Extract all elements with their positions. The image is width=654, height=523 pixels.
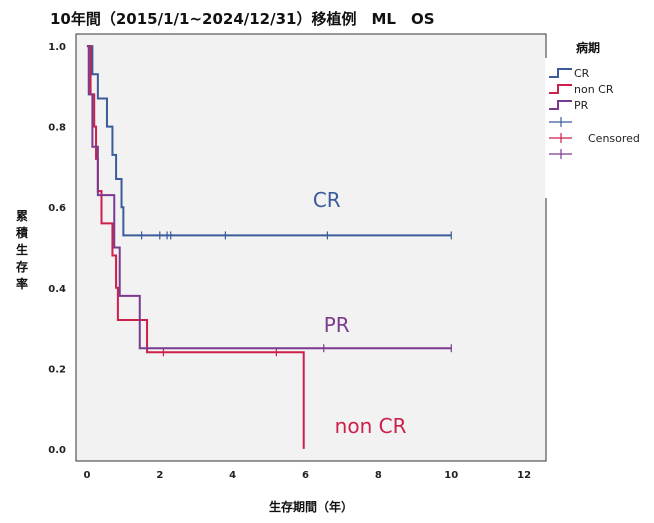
legend-label-pr: PR (574, 99, 589, 112)
x-tick-label: 6 (302, 470, 309, 481)
legend-title: 病期 (576, 40, 600, 55)
y-axis-label-char: 率 (16, 276, 28, 291)
axis-ticks: 0 2 4 6 8 10 12 0.0 0.2 0.4 0.6 0.8 1.0 (48, 42, 531, 481)
y-tick-label: 1.0 (48, 42, 66, 53)
y-tick-label: 0.4 (48, 284, 66, 295)
y-axis-label-char: 累 (16, 209, 28, 223)
y-axis-label-char: 存 (15, 259, 28, 274)
x-tick-label: 8 (375, 470, 382, 481)
plot-area (75, 33, 547, 462)
chart-title: 10年間（2015/1/1~2024/12/31）移植例 ML OS (50, 10, 435, 28)
legend-swatch-pr (549, 100, 572, 110)
annotation-pr: PR (324, 313, 350, 337)
series-line-cr (86, 45, 452, 237)
x-axis-label: 生存期間（年） (269, 499, 353, 514)
x-tick-label: 2 (156, 470, 163, 481)
series-annotations: CR non CR PR (313, 188, 407, 438)
legend-swatch-non-cr (549, 84, 572, 94)
legend-box (545, 58, 647, 198)
y-tick-label: 0.2 (48, 364, 66, 375)
annotation-cr: CR (313, 188, 341, 212)
x-tick-label: 4 (229, 470, 236, 481)
series-line-non-cr (86, 45, 305, 449)
y-tick-label: 0.8 (48, 123, 66, 134)
x-tick-label: 10 (444, 470, 458, 481)
series-layer (86, 45, 452, 449)
x-tick-label: 0 (83, 470, 90, 481)
legend-label-cr: CR (574, 67, 590, 80)
legend-censored-label: Censored (588, 132, 640, 145)
series-line-pr (86, 45, 452, 350)
y-tick-label: 0.0 (48, 445, 66, 456)
y-axis-label-char: 生 (16, 242, 28, 257)
legend-swatch-cr (549, 68, 572, 78)
legend-label-non-cr: non CR (574, 83, 614, 96)
legend: 病期 CR non CR PR Censored (545, 40, 647, 198)
x-tick-label: 12 (517, 470, 531, 481)
annotation-non-cr: non CR (335, 414, 407, 438)
y-tick-label: 0.6 (48, 203, 66, 214)
y-axis-label-char: 積 (15, 225, 29, 240)
